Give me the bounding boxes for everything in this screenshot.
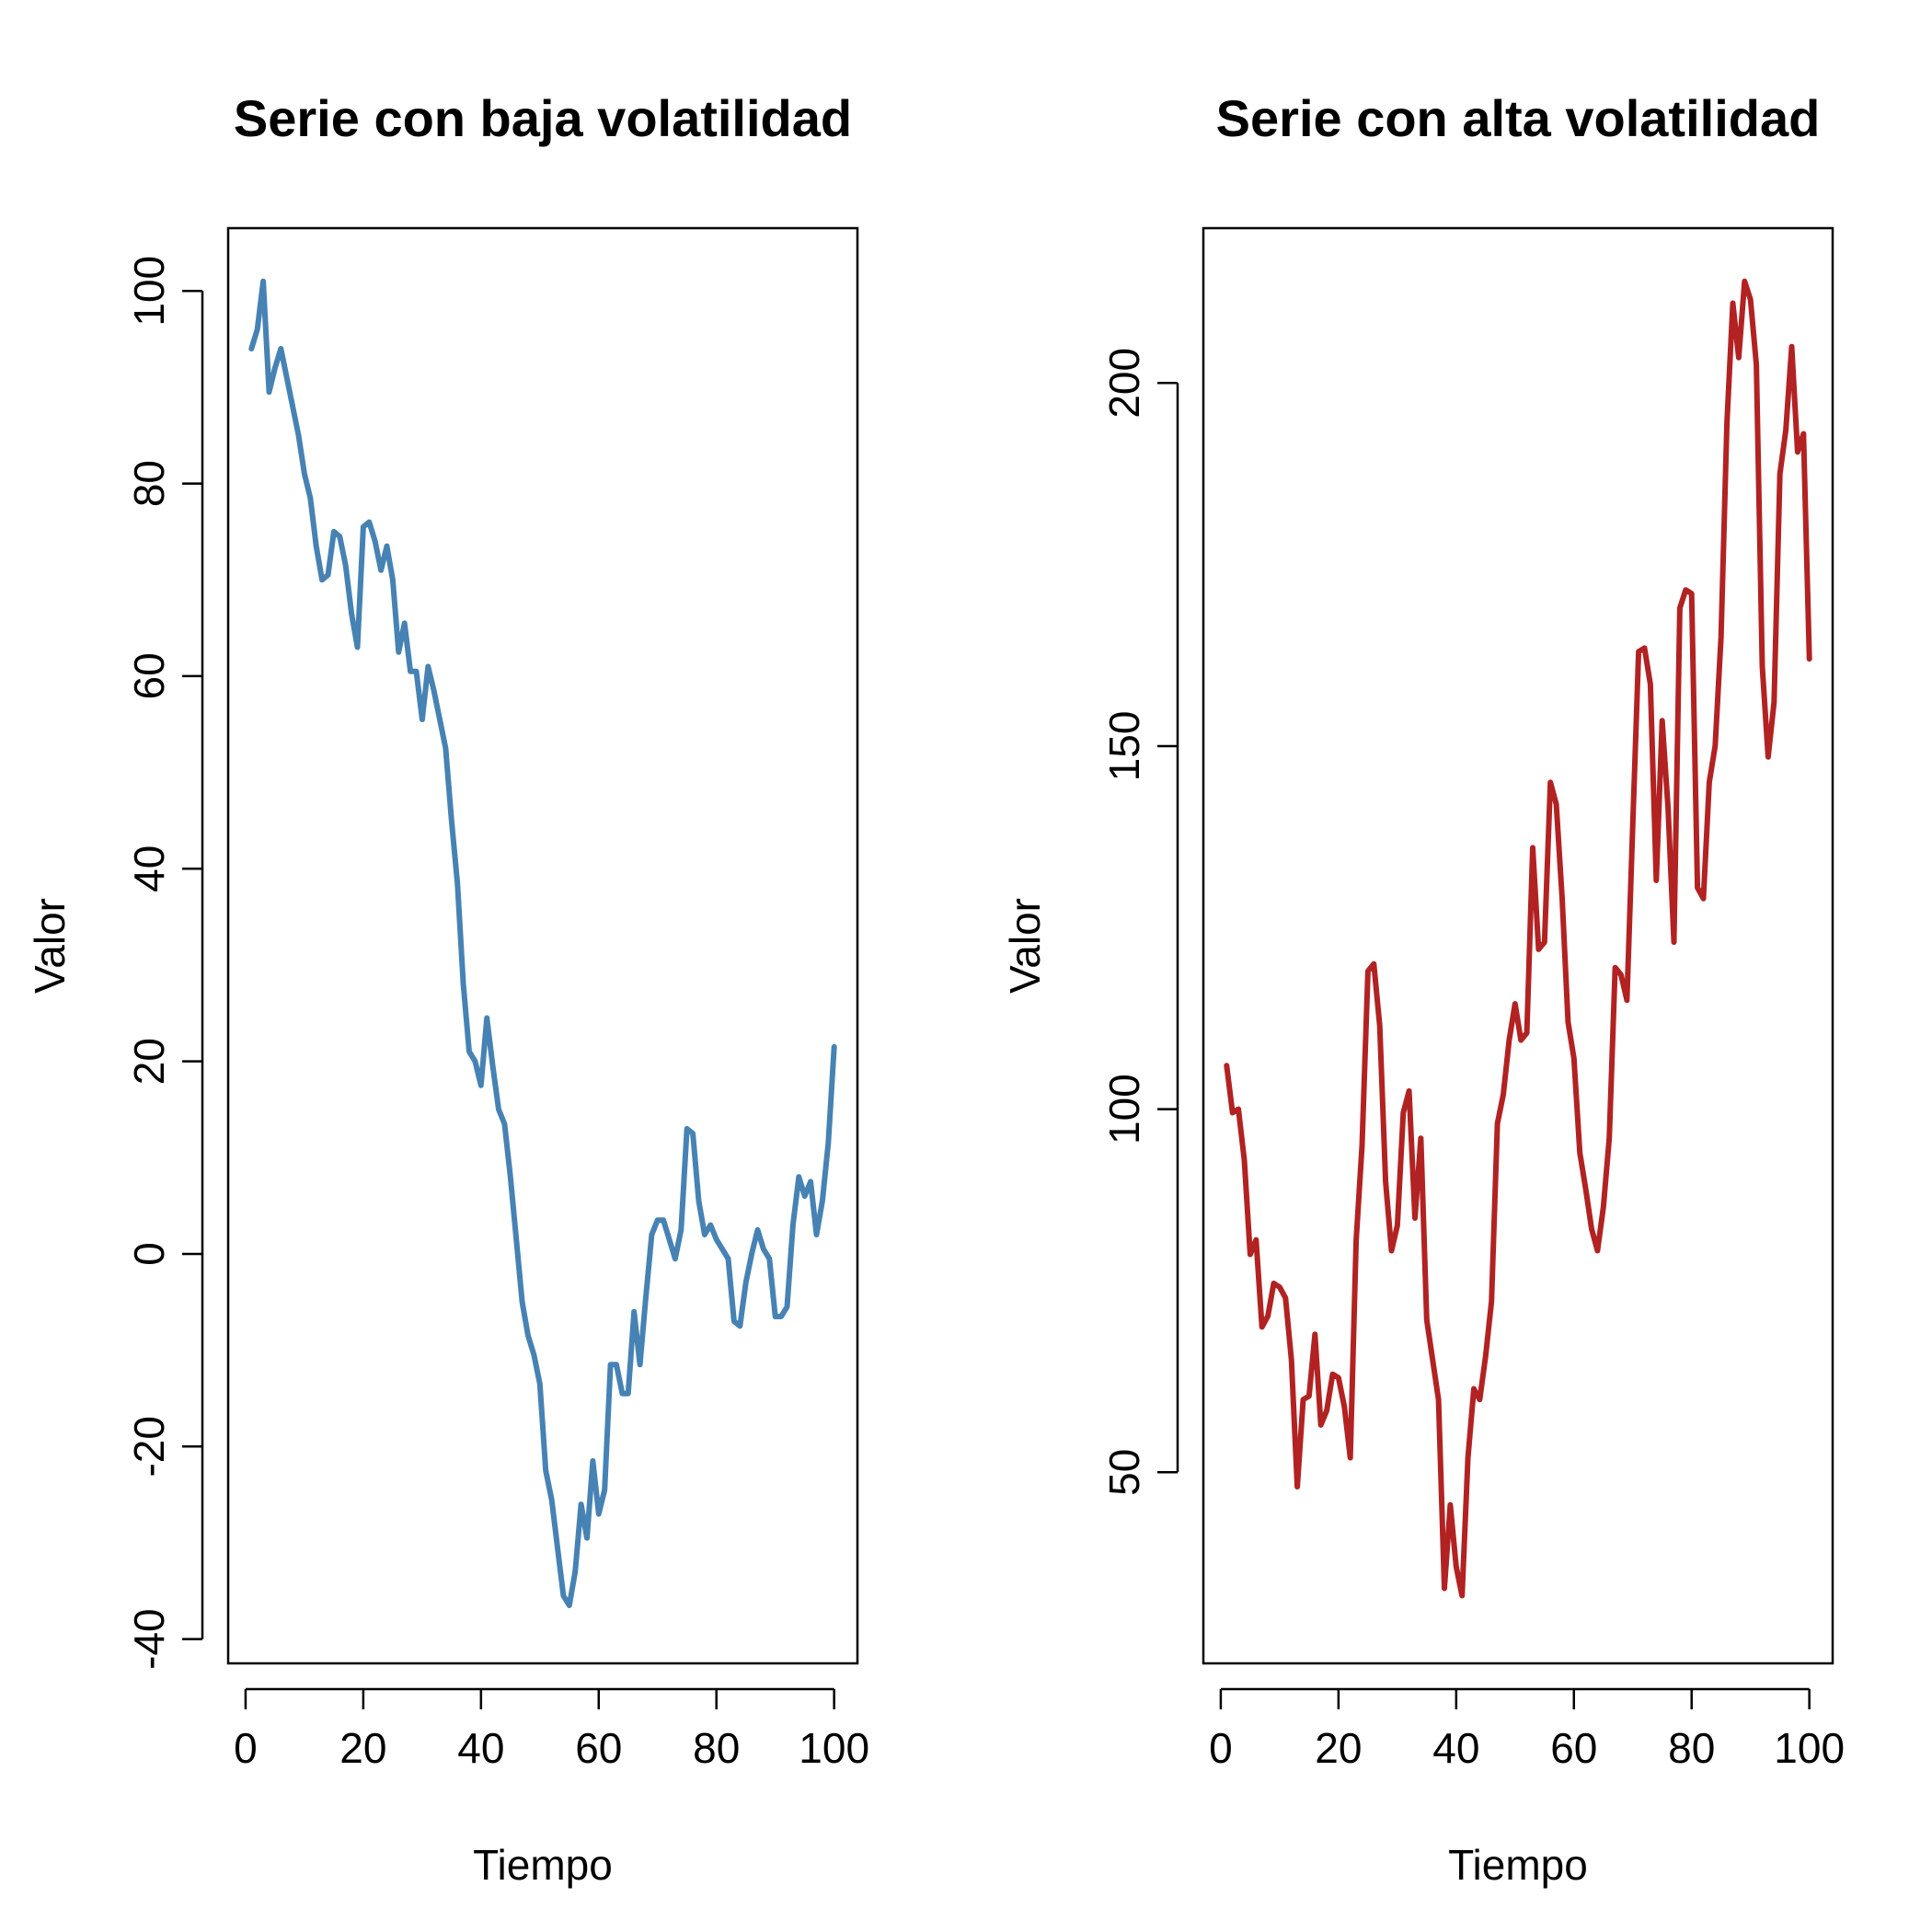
y-tick-label: 200 [1100,348,1148,419]
x-tick-label: 20 [339,1724,386,1772]
x-tick-label: 0 [234,1724,258,1772]
y-tick-label: 80 [125,460,173,507]
x-axis-label: Tiempo [473,1841,613,1889]
y-tick-label: 150 [1100,711,1148,782]
y-tick-label: 100 [125,256,173,327]
x-tick-label: 80 [1668,1724,1715,1772]
plot-box [1202,226,1834,1665]
y-tick-label: 100 [1100,1074,1148,1144]
x-axis-label: Tiempo [1448,1841,1588,1889]
y-tick-label: 50 [1100,1449,1148,1496]
chart-title: Serie con baja volatilidad [234,89,852,147]
x-tick-label: 100 [799,1724,869,1772]
x-tick-label: 40 [1432,1724,1479,1772]
x-tick-label: 100 [1774,1724,1845,1772]
y-tick-label: 60 [125,652,173,699]
x-tick-label: 0 [1209,1724,1233,1772]
x-tick-label: 20 [1315,1724,1362,1772]
y-tick-label: 0 [125,1242,173,1266]
x-tick-label: 80 [693,1724,740,1772]
panel-high-volatility: Serie con alta volatilidad 0 20 40 60 80 100 Ti… [1001,89,1845,1889]
y-tick-label: -40 [125,1608,173,1669]
chart-title: Serie con alta volatilidad [1216,89,1821,147]
series-line [248,278,837,1608]
y-axis-label: Valor [1001,898,1049,994]
y-tick-label: -20 [125,1416,173,1477]
x-tick-label: 60 [575,1724,622,1772]
plot-box [226,226,859,1665]
y-axis-label: Valor [26,898,74,994]
y-tick-label: 20 [125,1038,173,1085]
x-tick-label: 60 [1550,1724,1597,1772]
panel-low-volatility: Serie con baja volatilidad 0 20 40 60 80 100 Ti… [26,89,869,1889]
y-tick-label: 40 [125,845,173,892]
series-line [1224,278,1812,1599]
x-tick-label: 40 [457,1724,504,1772]
